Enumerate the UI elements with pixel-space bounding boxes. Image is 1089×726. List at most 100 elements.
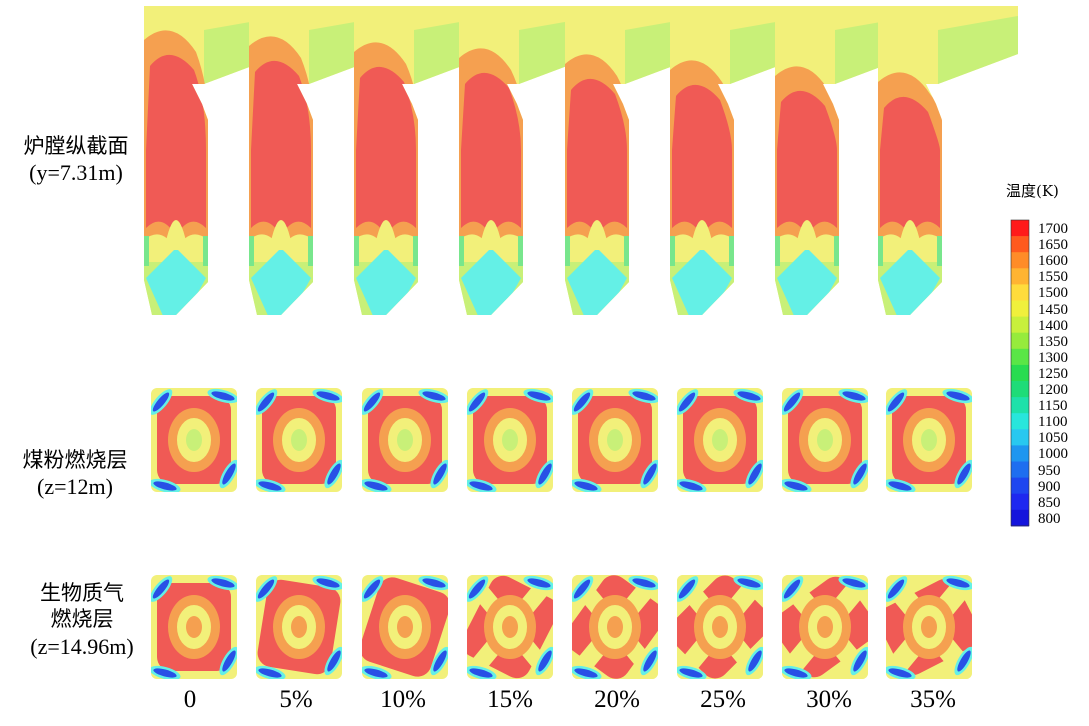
biomass-contours-5 xyxy=(677,575,763,679)
biomass-jet-blue xyxy=(468,579,486,599)
biomass-jet-1 xyxy=(733,575,763,591)
coal-jet-blue xyxy=(887,392,905,412)
biomass-jet-blue xyxy=(678,579,696,599)
furnace-burner-arch xyxy=(795,220,819,250)
coal-jet-0 xyxy=(782,389,804,415)
legend-tick-label: 1000 xyxy=(1038,446,1068,463)
coal-jet-3 xyxy=(467,478,497,492)
biomass-jet-0 xyxy=(256,576,278,602)
legend-tick-label: 1500 xyxy=(1038,285,1068,302)
coal-jet-3 xyxy=(677,478,707,492)
biomass-jet-2 xyxy=(430,646,448,676)
biomass-core-center xyxy=(397,616,413,638)
furnace-burner-arch xyxy=(479,220,503,250)
coal-jet-blue xyxy=(211,391,235,401)
coal-jet-1 xyxy=(523,388,553,404)
biomass-jet-0 xyxy=(677,576,699,602)
furnace-wall-right xyxy=(729,236,735,266)
coal-jet-3 xyxy=(572,478,602,492)
row-label-biomass-layer-zh-1: 生物质气 xyxy=(40,581,124,605)
legend-swatch-0 xyxy=(1011,220,1029,237)
biomass-contours-1 xyxy=(256,575,342,679)
coal-jet-blue xyxy=(643,463,657,485)
furnace-wall-left xyxy=(354,236,359,266)
coal-jet-1 xyxy=(942,388,972,404)
coal-contours-3 xyxy=(467,388,553,492)
coal-jet-blue xyxy=(574,481,598,491)
biomass-jet-blue xyxy=(783,579,801,599)
legend-swatch-12 xyxy=(1011,413,1029,430)
furnace-wall-left xyxy=(459,236,464,266)
biomass-jet-3 xyxy=(362,665,392,679)
column-label-25: 25% xyxy=(700,686,746,713)
legend-swatch-1 xyxy=(1011,236,1029,253)
legend-tick-label: 1550 xyxy=(1038,269,1068,286)
furnace-wall-right xyxy=(937,236,943,266)
coal-jet-3 xyxy=(256,478,286,492)
biomass-jet-blue xyxy=(327,650,341,672)
biomass-jet-3 xyxy=(677,665,707,679)
coal-jet-2 xyxy=(640,459,658,489)
biomass-jet-2 xyxy=(535,646,553,676)
coal-contours-7 xyxy=(886,388,972,492)
coal-jet-2 xyxy=(430,459,448,489)
furnace-wall-right xyxy=(834,236,840,266)
biomass-jet-blue xyxy=(887,579,905,599)
biomass-core-center xyxy=(921,616,937,638)
column-label-10: 10% xyxy=(380,686,426,713)
biomass-jet-blue xyxy=(257,579,275,599)
biomass-jet-blue xyxy=(573,579,591,599)
biomass-jet-3 xyxy=(151,665,181,679)
coal-jet-blue xyxy=(363,392,381,412)
legend-tick-label: 850 xyxy=(1038,494,1061,511)
coal-jet-blue xyxy=(573,392,591,412)
row-label-coal-layer-zh: 煤粉燃烧层 xyxy=(22,448,128,472)
biomass-jet-blue xyxy=(433,650,447,672)
coal-contours-6 xyxy=(782,388,868,492)
coal-jet-blue xyxy=(946,391,970,401)
legend-swatch-2 xyxy=(1011,252,1029,269)
coal-contours-1 xyxy=(256,388,342,492)
legend-tick-label: 1250 xyxy=(1038,365,1068,382)
row-label-biomass-layer: 生物质气 燃烧层 (z=14.96m) xyxy=(8,580,156,660)
furnace-wall-left xyxy=(878,236,883,266)
biomass-jet-0 xyxy=(572,576,594,602)
furnace-flame-red xyxy=(146,54,206,236)
coal-jet-blue xyxy=(422,391,446,401)
biomass-jet-0 xyxy=(467,576,489,602)
coal-jet-0 xyxy=(886,389,908,415)
legend-tick-label: 900 xyxy=(1038,478,1061,495)
biomass-section-7 xyxy=(886,575,972,679)
legend-swatch-9 xyxy=(1011,364,1029,382)
biomass-jet-0 xyxy=(886,576,908,602)
furnace-wall-left xyxy=(144,236,149,266)
coal-jet-blue xyxy=(258,481,282,491)
biomass-jet-blue xyxy=(469,668,493,678)
furnace-wall-right xyxy=(624,236,630,266)
coal-core-center xyxy=(291,429,307,451)
row-label-longitudinal-en: (y=7.31m) xyxy=(29,160,123,186)
biomass-jet-1 xyxy=(942,575,972,591)
legend-swatch-7 xyxy=(1011,332,1029,350)
legend-swatch-18 xyxy=(1011,509,1029,527)
biomass-jet-3 xyxy=(467,665,497,679)
coal-jet-2 xyxy=(954,459,972,489)
row-label-coal-layer: 煤粉燃烧层 (z=12m) xyxy=(0,447,150,501)
legend-tick-label: 1700 xyxy=(1038,221,1068,237)
legend-tick-label: 1600 xyxy=(1038,253,1068,270)
biomass-jet-1 xyxy=(628,575,658,591)
row-label-longitudinal: 炉膛纵截面 (y=7.31m) xyxy=(2,133,150,187)
legend-tick-label: 1350 xyxy=(1038,333,1068,350)
biomass-core-center xyxy=(817,616,833,638)
coal-core-center xyxy=(817,429,833,451)
furnace-contours-7 xyxy=(878,6,1018,315)
furnace-section-7 xyxy=(878,6,1018,315)
coal-jet-blue xyxy=(679,481,703,491)
coal-jet-3 xyxy=(151,478,181,492)
coal-core-center xyxy=(607,429,623,451)
legend-swatch-10 xyxy=(1011,381,1029,398)
legend-swatch-15 xyxy=(1011,461,1029,479)
biomass-contours-7 xyxy=(886,575,972,679)
legend-swatch-11 xyxy=(1011,397,1029,414)
